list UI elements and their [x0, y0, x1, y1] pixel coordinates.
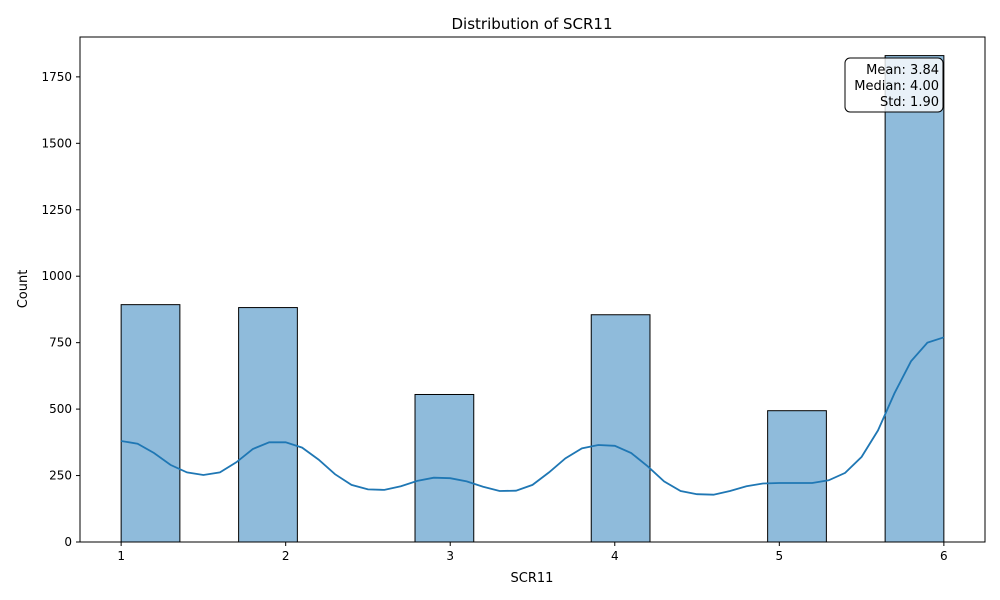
histogram-bar-5: [767, 410, 827, 543]
x-tick-label: 5: [775, 549, 783, 563]
y-tick-label: 500: [49, 402, 72, 416]
stats-std: Std: 1.90: [880, 95, 939, 110]
y-tick-label: 1750: [41, 70, 72, 84]
histogram-bar-2: [238, 307, 298, 543]
y-axis-label: Count: [16, 270, 31, 309]
x-tick-label: 1: [117, 549, 125, 563]
x-tick-label: 3: [446, 549, 454, 563]
stats-box: Mean: 3.84 Median: 4.00 Std: 1.90: [844, 57, 944, 113]
x-axis-ticks: 1 2 3 4 5 6: [117, 542, 948, 563]
y-axis-ticks: 0 250 500 750 1000 1250 1500 1750: [41, 70, 80, 549]
histogram-bar-4: [590, 314, 651, 543]
x-tick-label: 6: [940, 549, 948, 563]
x-axis-label: SCR11: [511, 571, 554, 586]
y-tick-label: 250: [49, 469, 72, 483]
bars: [120, 55, 945, 543]
stats-mean: Mean: 3.84: [866, 63, 939, 78]
chart-title: Distribution of SCR11: [451, 15, 612, 33]
x-tick-label: 2: [282, 549, 290, 563]
histogram-bar-1: [120, 304, 181, 543]
y-tick-label: 750: [49, 336, 72, 350]
kde-curve: [120, 336, 945, 496]
y-tick-label: 1500: [41, 136, 72, 150]
stats-median: Median: 4.00: [854, 79, 939, 94]
plot-frame: [79, 36, 986, 543]
stats-box-frame: [844, 57, 944, 113]
y-tick-label: 1250: [41, 203, 72, 217]
y-tick-label: 1000: [41, 269, 72, 283]
x-tick-label: 4: [611, 549, 619, 563]
y-tick-label: 0: [64, 535, 72, 549]
histogram-bar-3: [414, 393, 475, 543]
histogram-bar-6: [884, 55, 945, 543]
